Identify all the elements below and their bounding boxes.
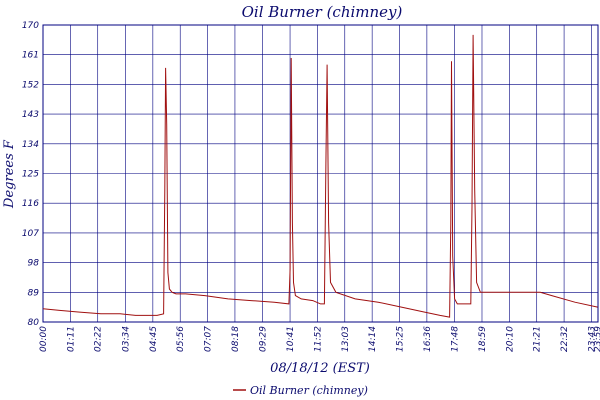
x-tick-label: 15:25 <box>396 326 406 352</box>
y-tick-label: 170 <box>22 21 39 31</box>
x-tick-label: 18:59 <box>478 326 488 352</box>
y-tick-label: 161 <box>22 51 39 61</box>
x-tick-label: 02:22 <box>94 326 104 352</box>
x-tick-label: 11:52 <box>313 326 323 352</box>
x-tick-label: 13:03 <box>341 326 351 352</box>
x-tick-label: 17:48 <box>451 326 461 352</box>
x-tick-label: 10:41 <box>286 326 296 352</box>
x-tick-label: 22:32 <box>560 326 570 352</box>
x-tick-label: 14:14 <box>368 326 378 352</box>
x-tick-label: 20:10 <box>505 326 515 352</box>
y-axis-label: Degrees F <box>2 139 17 209</box>
y-tick-label: 80 <box>28 318 40 328</box>
x-tick-label: 08:18 <box>231 326 241 352</box>
x-tick-label: 23:43 <box>587 326 597 352</box>
x-axis-label: 08/18/12 (EST) <box>270 361 370 376</box>
legend: Oil Burner (chimney) <box>233 384 368 397</box>
y-tick-label: 134 <box>22 140 39 150</box>
x-tick-label: 05:56 <box>176 326 186 352</box>
y-tick-label: 107 <box>22 229 39 239</box>
x-tick-label: 16:36 <box>423 326 433 352</box>
y-tick-label: 116 <box>22 199 39 209</box>
y-tick-label: 89 <box>28 288 40 298</box>
x-tick-label: 09:29 <box>258 326 268 352</box>
x-tick-label: 01:11 <box>66 326 76 352</box>
y-axis-ticks: 80 89 98 107 116 125 134 143 152 161 170 <box>22 21 39 328</box>
x-tick-label: 03:34 <box>121 326 131 352</box>
x-tick-label: 00:00 <box>39 326 49 352</box>
y-tick-label: 143 <box>22 110 39 120</box>
series-line-oil-burner <box>42 34 598 318</box>
y-tick-label: 125 <box>22 170 39 180</box>
x-tick-label: 23:59 <box>594 326 600 352</box>
x-axis-ticks: 00:00 01:11 02:22 03:34 04:45 05:56 07:07 08:18… <box>39 326 600 352</box>
y-tick-label: 98 <box>28 259 40 269</box>
y-tick-label: 152 <box>22 80 39 90</box>
legend-label: Oil Burner (chimney) <box>250 384 368 397</box>
chart-title: Oil Burner (chimney) <box>242 3 403 21</box>
x-tick-label: 04:45 <box>149 326 159 352</box>
x-tick-label: 07:07 <box>204 326 214 352</box>
x-tick-label: 21:21 <box>533 326 543 352</box>
